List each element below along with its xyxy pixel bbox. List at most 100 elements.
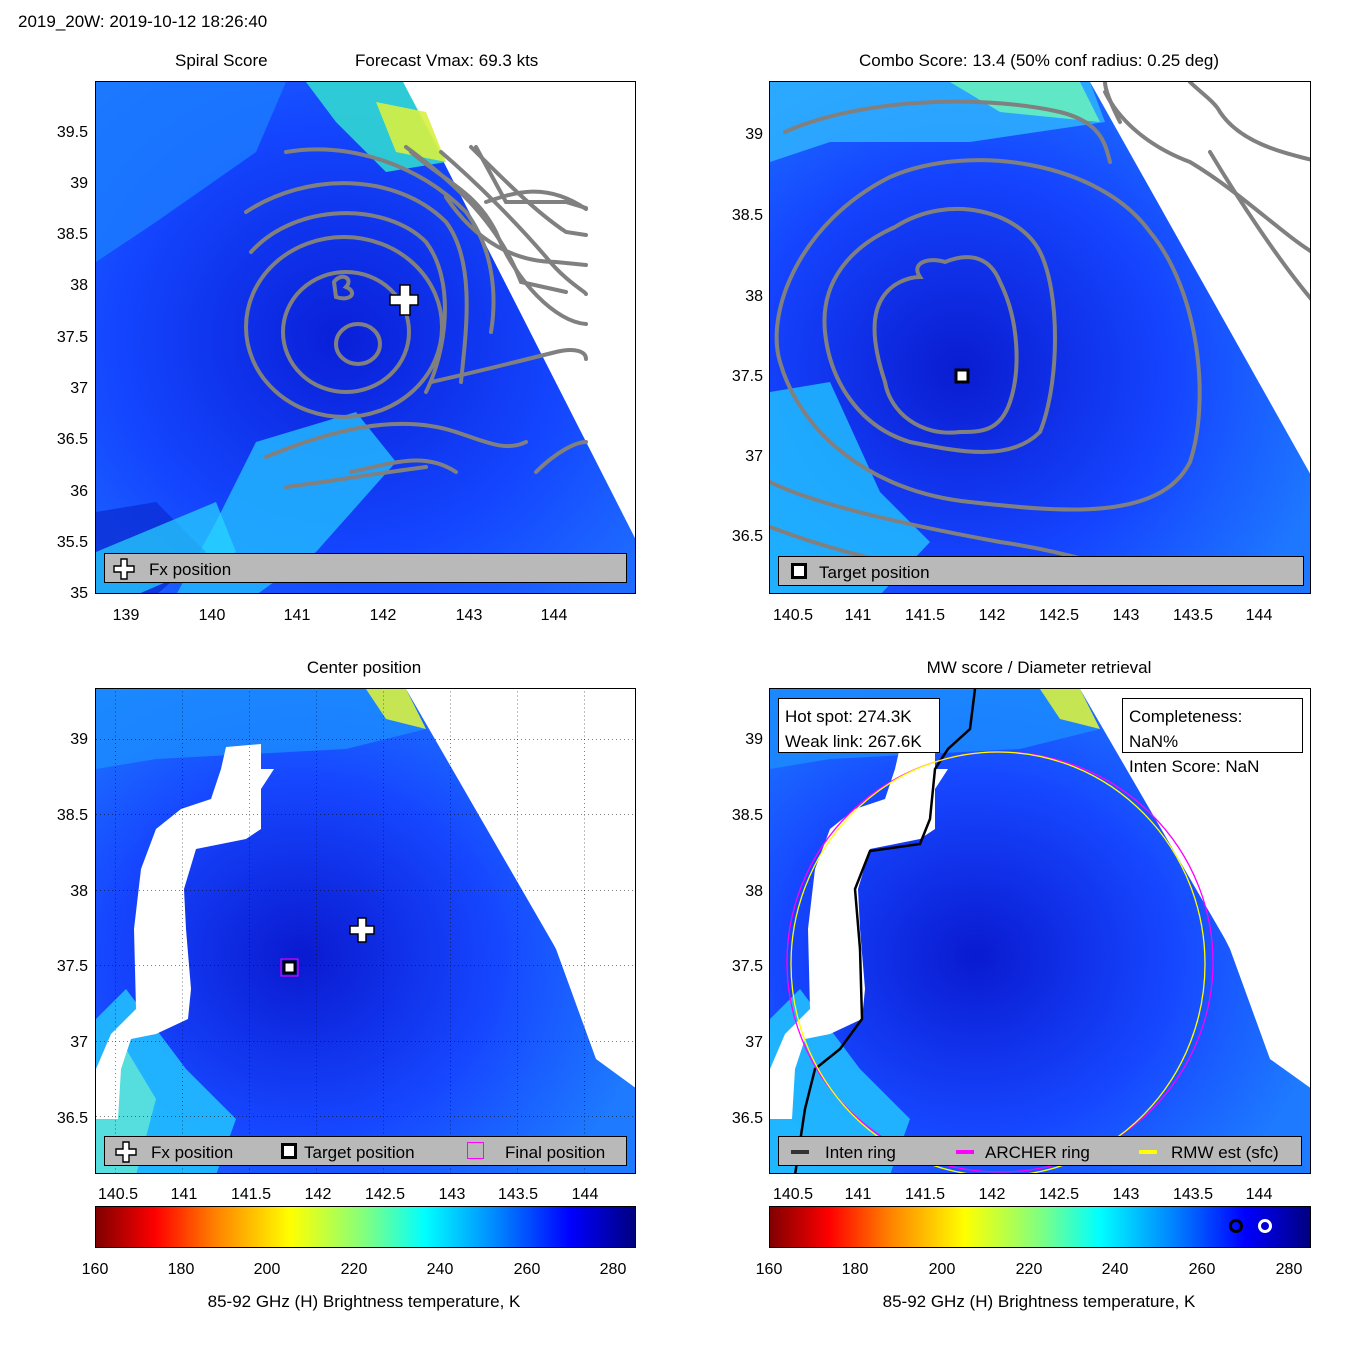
x-tick-label: 141.5 bbox=[904, 1186, 946, 1203]
x-tick-label: 141 bbox=[283, 607, 311, 624]
legend-final-position: Final position bbox=[505, 1143, 606, 1162]
combo-target-marker bbox=[954, 368, 970, 384]
y-tick-label: 38.5 bbox=[731, 207, 763, 224]
x-tick-label: 141 bbox=[170, 1186, 198, 1203]
colorbar-tick-label: 180 bbox=[167, 1261, 195, 1278]
mw-score-plot: Hot spot: 274.3K Weak link: 267.6K Compl… bbox=[769, 688, 1311, 1174]
center-position-plot: Fx position Target position Final positi… bbox=[95, 688, 636, 1174]
y-tick-label: 37 bbox=[70, 1034, 88, 1051]
colorbar-tick-label: 160 bbox=[755, 1261, 783, 1278]
mw-title: MW score / Diameter retrieval bbox=[926, 658, 1152, 677]
y-tick-label: 39.5 bbox=[56, 124, 88, 141]
x-tick-label: 142 bbox=[978, 1186, 1006, 1203]
x-tick-label: 143 bbox=[455, 607, 483, 624]
x-tick-label: 143 bbox=[1112, 607, 1140, 624]
legend-target-position: Target position bbox=[304, 1143, 415, 1162]
x-tick-label: 142 bbox=[304, 1186, 332, 1203]
y-tick-label: 36.5 bbox=[731, 528, 763, 545]
y-tick-label: 38 bbox=[70, 883, 88, 900]
x-tick-label: 142.5 bbox=[364, 1186, 406, 1203]
colorbar-tick-label: 240 bbox=[426, 1261, 454, 1278]
y-tick-label: 38 bbox=[70, 277, 88, 294]
completeness-info: Completeness: NaN% Inten Score: NaN bbox=[1122, 698, 1303, 776]
archer-ring-swatch bbox=[956, 1150, 974, 1154]
center-title: Center position bbox=[306, 658, 422, 677]
x-tick-label: 142 bbox=[978, 607, 1006, 624]
y-tick-label: 37 bbox=[745, 1034, 763, 1051]
x-tick-label: 143.5 bbox=[1172, 1186, 1214, 1203]
inten-ring-swatch bbox=[791, 1150, 809, 1154]
x-tick-label: 141.5 bbox=[904, 607, 946, 624]
y-tick-label: 38.5 bbox=[56, 807, 88, 824]
colorbar-tick-label: 280 bbox=[1275, 1261, 1303, 1278]
colorbar-tick-label: 200 bbox=[253, 1261, 281, 1278]
x-tick-label: 143.5 bbox=[1172, 607, 1214, 624]
hot-spot-value: Hot spot: 274.3K bbox=[785, 707, 912, 726]
legend-fx-position: Fx position bbox=[149, 560, 232, 579]
x-tick-label: 140.5 bbox=[97, 1186, 139, 1203]
target-position-icon bbox=[281, 1143, 297, 1159]
y-tick-label: 39 bbox=[745, 731, 763, 748]
inten-score-value: Inten Score: NaN bbox=[1129, 757, 1260, 776]
y-tick-label: 39 bbox=[745, 126, 763, 143]
x-tick-label: 142 bbox=[369, 607, 397, 624]
combo-score-plot: Target position bbox=[769, 81, 1311, 594]
fx-position-icon bbox=[113, 558, 135, 580]
y-tick-label: 38.5 bbox=[731, 807, 763, 824]
center-position-heatmap bbox=[96, 689, 635, 1173]
y-tick-label: 36.5 bbox=[56, 1110, 88, 1127]
colorbar-right bbox=[769, 1206, 1311, 1248]
y-tick-label: 38 bbox=[745, 288, 763, 305]
legend-archer-ring: ARCHER ring bbox=[985, 1143, 1090, 1162]
x-tick-label: 144 bbox=[571, 1186, 599, 1203]
combo-score-heatmap bbox=[770, 82, 1310, 593]
y-tick-label: 36.5 bbox=[56, 431, 88, 448]
y-tick-label: 38.5 bbox=[56, 226, 88, 243]
rmw-est-swatch bbox=[1139, 1150, 1157, 1154]
y-tick-label: 39 bbox=[70, 175, 88, 192]
x-tick-label: 144 bbox=[1245, 607, 1273, 624]
legend-rmw-est: RMW est (sfc) bbox=[1171, 1143, 1279, 1162]
colorbar-tick-label: 260 bbox=[513, 1261, 541, 1278]
x-tick-label: 142.5 bbox=[1038, 607, 1080, 624]
y-tick-label: 38 bbox=[745, 883, 763, 900]
hot-spot-info: Hot spot: 274.3K Weak link: 267.6K bbox=[778, 698, 940, 753]
x-tick-label: 140.5 bbox=[772, 1186, 814, 1203]
completeness-value: Completeness: NaN% bbox=[1129, 707, 1243, 751]
center-target-marker bbox=[280, 958, 299, 977]
y-tick-label: 37.5 bbox=[731, 368, 763, 385]
hot-spot-marker-icon bbox=[1258, 1219, 1272, 1233]
colorbar-tick-label: 260 bbox=[1188, 1261, 1216, 1278]
spiral-fx-marker bbox=[389, 284, 419, 316]
combo-legend: Target position bbox=[778, 556, 1304, 586]
x-tick-label: 141.5 bbox=[230, 1186, 272, 1203]
y-tick-label: 35 bbox=[70, 585, 88, 602]
colorbar-label-right: 85-92 GHz (H) Brightness temperature, K bbox=[882, 1292, 1196, 1311]
target-position-icon bbox=[791, 563, 807, 579]
legend-inten-ring: Inten ring bbox=[825, 1143, 896, 1162]
x-tick-label: 141 bbox=[844, 607, 872, 624]
y-tick-label: 37.5 bbox=[56, 958, 88, 975]
x-tick-label: 144 bbox=[540, 607, 568, 624]
colorbar-tick-label: 280 bbox=[599, 1261, 627, 1278]
colorbar-tick-label: 180 bbox=[841, 1261, 869, 1278]
y-tick-label: 37.5 bbox=[731, 958, 763, 975]
y-tick-label: 37 bbox=[70, 380, 88, 397]
weak-link-value: Weak link: 267.6K bbox=[785, 732, 922, 751]
colorbar-tick-label: 220 bbox=[1015, 1261, 1043, 1278]
x-tick-label: 141 bbox=[844, 1186, 872, 1203]
spiral-legend: Fx position bbox=[104, 553, 627, 583]
colorbar-tick-label: 200 bbox=[928, 1261, 956, 1278]
legend-fx-position: Fx position bbox=[151, 1143, 234, 1162]
x-tick-label: 144 bbox=[1245, 1186, 1273, 1203]
x-tick-label: 140.5 bbox=[772, 607, 814, 624]
y-tick-label: 39 bbox=[70, 731, 88, 748]
spiral-score-heatmap bbox=[96, 82, 635, 593]
x-tick-label: 143 bbox=[1112, 1186, 1140, 1203]
weak-link-marker-icon bbox=[1229, 1219, 1243, 1233]
x-tick-label: 139 bbox=[112, 607, 140, 624]
combo-title: Combo Score: 13.4 (50% conf radius: 0.25… bbox=[858, 51, 1220, 70]
colorbar-tick-label: 220 bbox=[340, 1261, 368, 1278]
legend-target-position: Target position bbox=[819, 563, 930, 582]
figure-title: 2019_20W: 2019-10-12 18:26:40 bbox=[18, 12, 268, 31]
